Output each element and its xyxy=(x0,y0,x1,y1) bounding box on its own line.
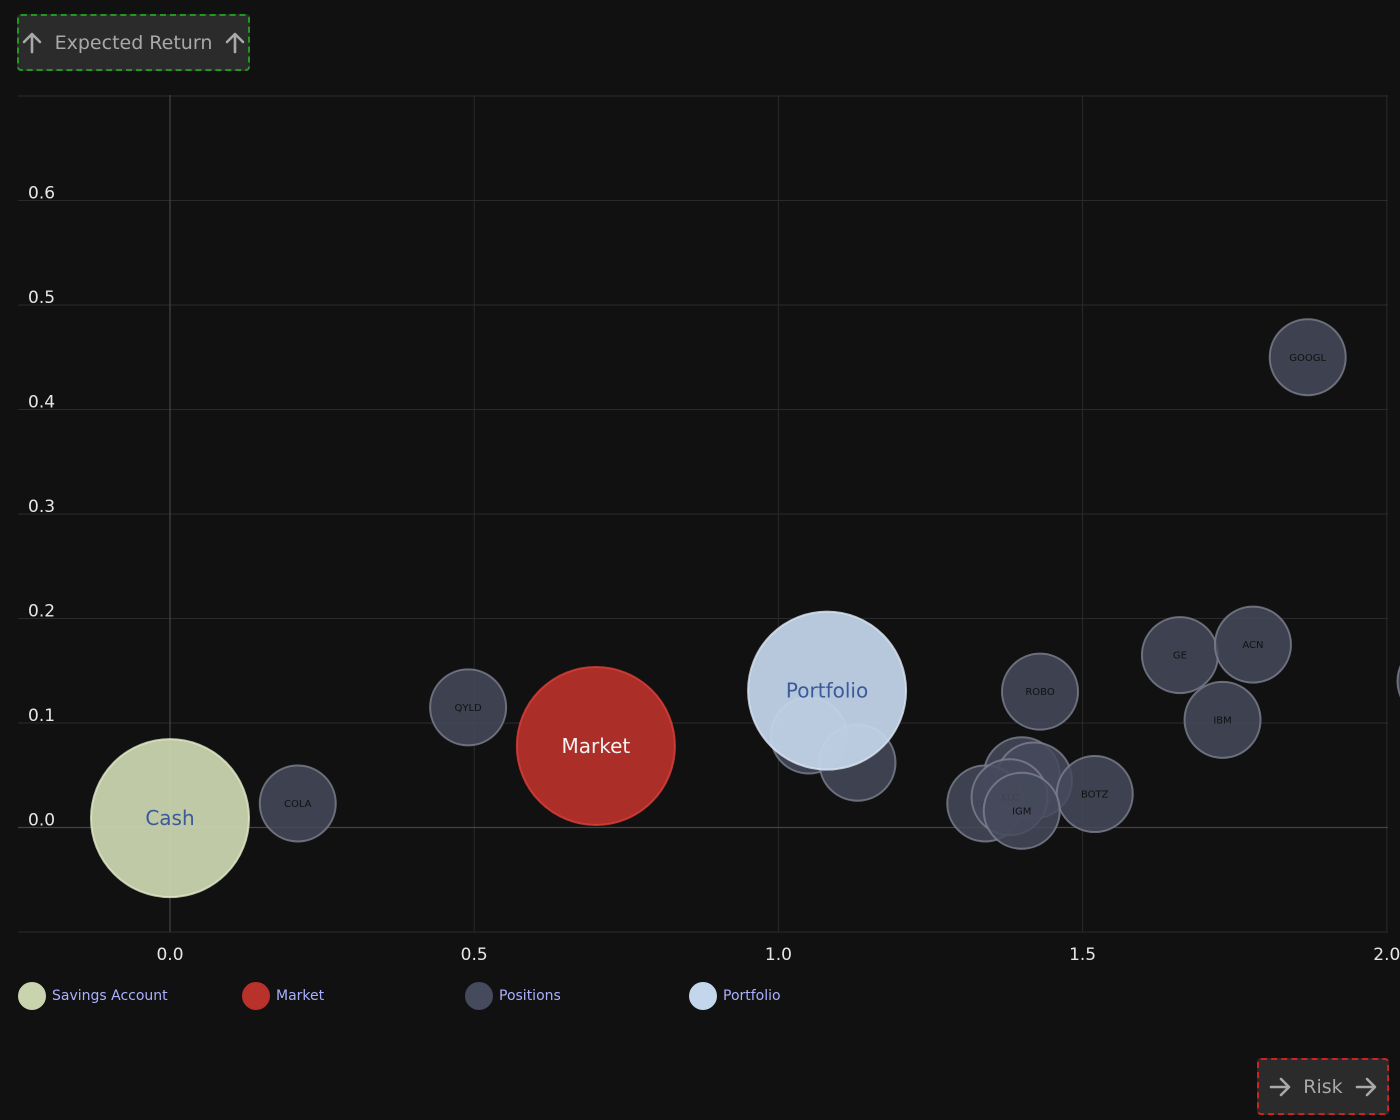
data-label: IBM xyxy=(1213,715,1231,726)
legend-item-portfolio[interactable]: Portfolio xyxy=(689,982,781,1010)
y-axis-label: Expected Return xyxy=(54,31,213,54)
position-bubble xyxy=(1183,680,1262,759)
legend-label-market: Market xyxy=(276,988,325,1004)
y-tick-label: 0.3 xyxy=(28,497,55,517)
arrow-up-icon xyxy=(226,32,245,53)
legend-label-positions: Positions xyxy=(499,988,561,1004)
market-bubble xyxy=(515,665,676,826)
legend-swatch-savings-account xyxy=(18,982,46,1010)
legend-label-savings-account: Savings Account xyxy=(52,988,168,1004)
data-label: Cash xyxy=(145,806,194,830)
x-axis-badge[interactable]: Risk xyxy=(1257,1058,1389,1115)
x-tick-label: 2.0 xyxy=(1373,945,1400,965)
position-bubble xyxy=(1396,665,1400,698)
data-label: Portfolio xyxy=(786,679,868,703)
data-label: QYLD xyxy=(454,703,482,714)
y-tick-label: 0.6 xyxy=(28,184,55,204)
y-tick-label: 0.5 xyxy=(28,288,55,308)
position-bubble xyxy=(258,764,337,843)
position-bubble xyxy=(429,668,508,747)
data-label: ROBO xyxy=(1025,687,1055,698)
position-bubble xyxy=(982,771,1061,850)
y-axis-badge[interactable]: Expected Return xyxy=(17,14,250,71)
arrow-up-icon xyxy=(22,32,41,53)
arrow-right-icon xyxy=(1269,1077,1291,1096)
data-label: ACN xyxy=(1242,640,1263,651)
legend-item-market[interactable]: Market xyxy=(242,982,324,1010)
y-tick-label: 0.0 xyxy=(28,811,55,831)
legend-swatch-market xyxy=(242,982,270,1010)
legend-item-positions[interactable]: Positions xyxy=(465,982,561,1010)
legend: Savings Account Market Positions Portfol… xyxy=(0,982,1400,1012)
legend-swatch-portfolio xyxy=(689,982,717,1010)
data-label: COLA xyxy=(284,799,312,810)
legend-swatch-positions xyxy=(465,982,493,1010)
data-label: BOTZ xyxy=(1081,790,1109,801)
arrow-right-icon xyxy=(1355,1077,1376,1096)
bubble-chart: 0.00.51.01.52.02.53.03.50.00.10.20.30.40… xyxy=(18,95,1400,965)
x-tick-label: 0.0 xyxy=(156,945,183,965)
data-label: GE xyxy=(1173,651,1187,662)
x-axis-label: Risk xyxy=(1303,1075,1343,1098)
position-bubble xyxy=(1001,652,1080,731)
y-tick-label: 0.2 xyxy=(28,602,55,622)
data-label: IGM xyxy=(1012,806,1031,817)
data-label: GOOGL xyxy=(1289,353,1326,364)
y-tick-label: 0.4 xyxy=(28,393,55,413)
portfolio-bubble xyxy=(747,610,908,771)
x-tick-label: 0.5 xyxy=(461,945,488,965)
cash-bubble xyxy=(90,738,250,899)
position-bubble xyxy=(1268,318,1347,397)
legend-item-savings-account[interactable]: Savings Account xyxy=(18,982,168,1010)
y-tick-label: 0.1 xyxy=(28,706,55,726)
x-tick-label: 1.0 xyxy=(765,945,792,965)
data-label: Market xyxy=(562,734,631,758)
x-tick-label: 1.5 xyxy=(1069,945,1096,965)
legend-label-portfolio: Portfolio xyxy=(723,988,781,1004)
position-bubble xyxy=(1213,605,1292,684)
